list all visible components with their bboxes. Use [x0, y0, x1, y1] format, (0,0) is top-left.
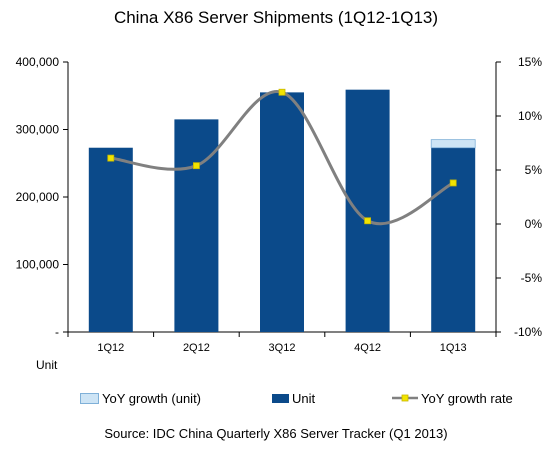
growth-rate-point	[278, 88, 286, 96]
y-right-tick-label: 0%	[525, 217, 543, 231]
growth-rate-point	[107, 154, 115, 162]
legend-item-yoy-unit: YoY growth (unit)	[80, 388, 201, 408]
y-left-tick-label: 400,000	[16, 55, 60, 69]
legend-item-growth-rate: YoY growth rate	[392, 388, 513, 408]
growth-line-group	[107, 88, 457, 225]
legend-label-unit: Unit	[292, 390, 316, 406]
chart-plot: - 100,000 200,000 300,000 400,000 -10% -5% 0% 5%…	[16, 55, 543, 354]
y-right-tick-label: 15%	[518, 55, 542, 69]
bar-unit	[260, 92, 304, 332]
x-tick-label: 1Q13	[440, 342, 467, 354]
y-right-tick-label: -5%	[521, 271, 543, 285]
legend-swatch-unit	[272, 393, 289, 403]
bars-group	[88, 89, 476, 332]
x-tick-labels: 1Q12 2Q12 3Q12 4Q12 1Q13	[97, 342, 466, 354]
growth-rate-point	[449, 179, 457, 187]
source-note: Source: IDC China Quarterly X86 Server T…	[104, 426, 448, 441]
bar-unit	[345, 89, 390, 332]
legend-label-growth-rate: YoY growth rate	[421, 390, 513, 406]
y-left-tick-label: 200,000	[16, 190, 60, 204]
chart-title: China X86 Server Shipments (1Q12-1Q13)	[113, 8, 439, 27]
x-tick-label: 2Q12	[183, 342, 210, 354]
chart-axes: - 100,000 200,000 300,000 400,000 -10% -5% 0% 5%…	[16, 55, 543, 339]
y-right-tick-label: 5%	[525, 163, 543, 177]
y-right-tick-label: -10%	[514, 325, 542, 339]
bar-unit	[174, 119, 219, 332]
legend: YoY growth (unit) Unit YoY growth rate	[0, 388, 552, 410]
legend-swatch-growth-rate	[392, 394, 418, 402]
bar-yoy-unit	[430, 139, 476, 149]
bar-unit	[88, 147, 133, 332]
x-tick-label: 3Q12	[269, 342, 296, 354]
y-axis-title: Unit	[36, 358, 58, 372]
y-left-tick-label: -	[55, 325, 59, 339]
y-left-tick-label: 300,000	[16, 123, 60, 137]
y-left-tick-label: 100,000	[16, 258, 60, 272]
x-tick-label: 4Q12	[354, 342, 381, 354]
y-right-tick-label: 10%	[518, 109, 542, 123]
bar-unit	[431, 147, 476, 332]
legend-label-yoy-unit: YoY growth (unit)	[102, 390, 202, 406]
x-tick-label: 1Q12	[97, 342, 124, 354]
legend-item-unit: Unit	[272, 388, 315, 408]
legend-swatch-yoy-unit	[80, 392, 99, 404]
growth-rate-point	[192, 162, 200, 170]
growth-rate-point	[364, 217, 372, 225]
